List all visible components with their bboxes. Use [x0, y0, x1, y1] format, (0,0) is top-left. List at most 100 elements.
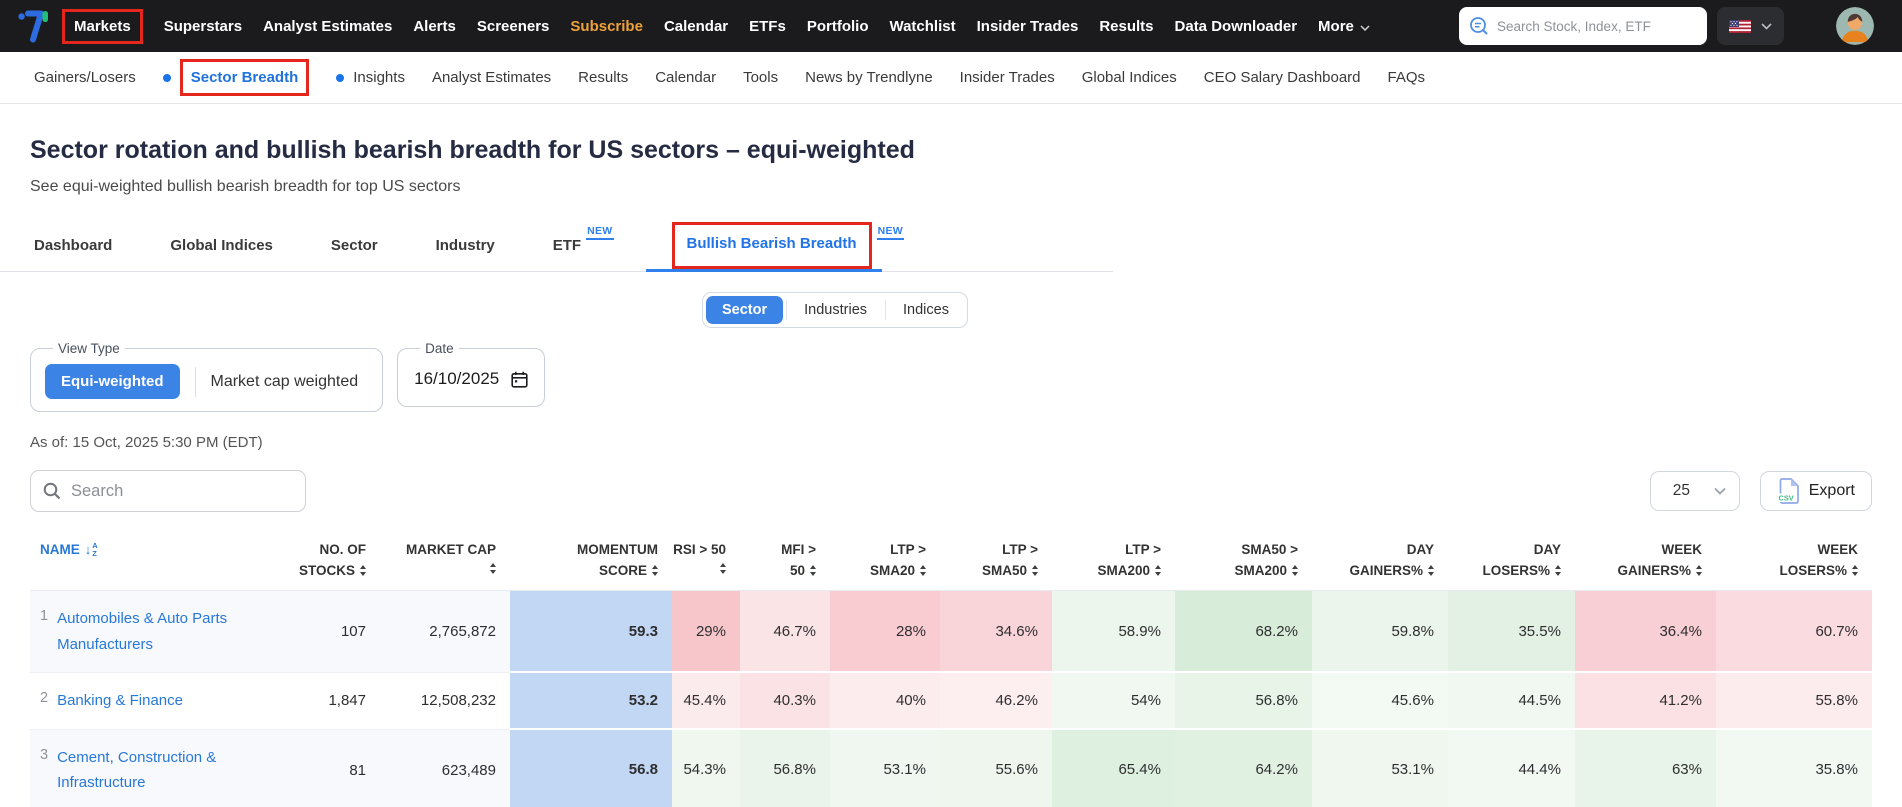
tab-etf[interactable]: ETF NEW: [553, 220, 614, 271]
col-header-day-gainers[interactable]: DAY GAINERS%: [1312, 536, 1448, 591]
col-header-name[interactable]: NAME ↓ A Z: [30, 536, 255, 591]
col-header-no-of-stocks[interactable]: NO. OF STOCKS: [255, 536, 380, 591]
table-search-input[interactable]: [71, 481, 286, 501]
sort-az-icon[interactable]: ↓ A Z: [84, 541, 98, 558]
sort-down-arrow: [810, 571, 816, 576]
sector-link[interactable]: Automobiles & Auto Parts Manufacturers: [57, 610, 228, 653]
no-of-stocks-cell: 107: [255, 591, 380, 673]
export-button[interactable]: CSV Export: [1759, 471, 1872, 511]
sort-icon[interactable]: [810, 565, 816, 576]
column-label-line2: GAINERS%: [1575, 563, 1702, 578]
col-header-ltp-sma200[interactable]: LTP > SMA200: [1052, 536, 1175, 591]
subnav-item-global-indices[interactable]: Global Indices: [1082, 69, 1177, 86]
sort-icon[interactable]: [1032, 565, 1038, 576]
tab-label: Bullish Bearish Breadth: [686, 235, 857, 252]
tab-dashboard[interactable]: Dashboard: [34, 220, 112, 271]
topnav-item-data-downloader[interactable]: Data Downloader: [1175, 18, 1298, 35]
topnav-item-analyst-estimates[interactable]: Analyst Estimates: [263, 18, 392, 35]
trendlyne-logo[interactable]: [18, 8, 48, 44]
sort-icon[interactable]: [1292, 565, 1298, 576]
topnav-item-superstars[interactable]: Superstars: [164, 18, 242, 35]
column-label-line2: SMA20: [830, 563, 926, 578]
col-header-ltp-sma20[interactable]: LTP > SMA20: [830, 536, 940, 591]
table-search[interactable]: [30, 470, 306, 512]
sort-icon[interactable]: [720, 563, 726, 574]
sort-icon[interactable]: [1696, 565, 1702, 576]
sort-icon[interactable]: [920, 565, 926, 576]
topnav-item-label: Superstars: [163, 17, 243, 35]
col-header-rsi-50[interactable]: RSI > 50: [672, 536, 740, 591]
subnav-item-analyst-estimates[interactable]: Analyst Estimates: [432, 69, 551, 86]
tab-industry[interactable]: Industry: [436, 220, 495, 271]
subnav-item-ceo-salary-dashboard[interactable]: CEO Salary Dashboard: [1204, 69, 1361, 86]
sort-up-arrow: [1032, 565, 1038, 570]
topnav-item-subscribe[interactable]: Subscribe: [570, 18, 643, 35]
topnav-item-screeners[interactable]: Screeners: [477, 18, 550, 35]
subnav-item-tools[interactable]: Tools: [743, 69, 778, 86]
column-label-text: SMA20: [869, 563, 915, 578]
col-header-day-losers[interactable]: DAY LOSERS%: [1448, 536, 1575, 591]
calendar-icon[interactable]: [511, 371, 528, 388]
subnav-item-faqs[interactable]: FAQs: [1388, 69, 1426, 86]
column-label-text: LOSERS%: [1482, 563, 1550, 578]
global-search-input[interactable]: [1497, 18, 1697, 34]
global-search[interactable]: [1459, 7, 1707, 45]
breadth-value-cell: 59.8%: [1312, 591, 1448, 673]
sort-icon[interactable]: [360, 565, 366, 576]
tab-sector[interactable]: Sector: [331, 220, 378, 271]
subnav-item-sector-breadth[interactable]: Sector Breadth: [162, 59, 310, 96]
new-badge: NEW: [586, 225, 614, 240]
sort-icon[interactable]: [652, 565, 658, 576]
sort-icon[interactable]: [1555, 565, 1561, 576]
tab-global-indices[interactable]: Global Indices: [170, 220, 273, 271]
search-icon: [1469, 16, 1489, 36]
subnav-item-calendar[interactable]: Calendar: [655, 69, 716, 86]
column-label-line2: [672, 563, 726, 574]
sector-link[interactable]: Cement, Construction & Infrastructure: [57, 748, 217, 792]
segment-option-indices[interactable]: Indices: [885, 293, 967, 327]
market-cap-cell: 2,765,872: [380, 591, 510, 673]
subnav-item-label: Global Indices: [1081, 69, 1177, 86]
view-type-option-market-cap-weighted[interactable]: Market cap weighted: [210, 372, 359, 390]
topnav-item-watchlist[interactable]: Watchlist: [889, 18, 955, 35]
breadth-tabs: Dashboard Global Indices Sector Industry ETF…: [0, 220, 1113, 272]
col-header-market-cap[interactable]: MARKET CAP: [380, 536, 510, 591]
topnav-item-more[interactable]: More: [1318, 18, 1370, 35]
col-header-mfi-50[interactable]: MFI > 50: [740, 536, 830, 591]
topnav-item-insider-trades[interactable]: Insider Trades: [977, 18, 1079, 35]
breadth-value-cell: 64.2%: [1175, 729, 1312, 807]
subnav-item-gainers-losers[interactable]: Gainers/Losers: [34, 69, 136, 86]
subnav-item-news-by-trendlyne[interactable]: News by Trendlyne: [805, 69, 933, 86]
col-header-week-losers[interactable]: WEEK LOSERS%: [1716, 536, 1872, 591]
sort-icon[interactable]: [490, 563, 496, 574]
separator: [194, 366, 196, 397]
segment-option-sector[interactable]: Sector: [706, 296, 784, 324]
topnav-item-etfs[interactable]: ETFs: [749, 18, 786, 35]
segment-option-industries[interactable]: Industries: [786, 293, 885, 327]
column-label-line1: DAY: [1406, 542, 1434, 557]
subnav-item-label: Sector Breadth: [179, 59, 310, 96]
page-size-select[interactable]: 25: [1649, 471, 1740, 511]
topnav-item-results[interactable]: Results: [1099, 18, 1153, 35]
col-header-ltp-sma50[interactable]: LTP > SMA50: [940, 536, 1052, 591]
column-label-line1: MOMENTUM: [577, 542, 658, 557]
tab-bullish-bearish-breadth[interactable]: Bullish Bearish Breadth NEW: [645, 220, 904, 272]
user-avatar[interactable]: [1836, 7, 1874, 45]
sort-icon[interactable]: [1155, 565, 1161, 576]
subnav-item-results[interactable]: Results: [578, 69, 628, 86]
subnav-item-insider-trades[interactable]: Insider Trades: [960, 69, 1055, 86]
col-header-week-gainers[interactable]: WEEK GAINERS%: [1575, 536, 1716, 591]
topnav-item-markets[interactable]: Markets: [62, 8, 143, 44]
sector-link[interactable]: Banking & Finance: [57, 692, 183, 709]
language-selector[interactable]: [1717, 7, 1784, 45]
topnav-item-calendar[interactable]: Calendar: [664, 18, 728, 35]
sort-icon[interactable]: [1852, 565, 1858, 576]
topnav-item-alerts[interactable]: Alerts: [413, 18, 456, 35]
date-picker[interactable]: 16/10/2025: [412, 364, 530, 394]
col-header-sma50-sma200[interactable]: SMA50 > SMA200: [1175, 536, 1312, 591]
topnav-item-portfolio[interactable]: Portfolio: [807, 18, 869, 35]
subnav-item-insights[interactable]: Insights: [336, 69, 405, 86]
view-type-option-equi-weighted[interactable]: Equi-weighted: [45, 364, 180, 399]
sort-icon[interactable]: [1428, 565, 1434, 576]
col-header-momentum-score[interactable]: MOMENTUM SCORE: [510, 536, 672, 591]
